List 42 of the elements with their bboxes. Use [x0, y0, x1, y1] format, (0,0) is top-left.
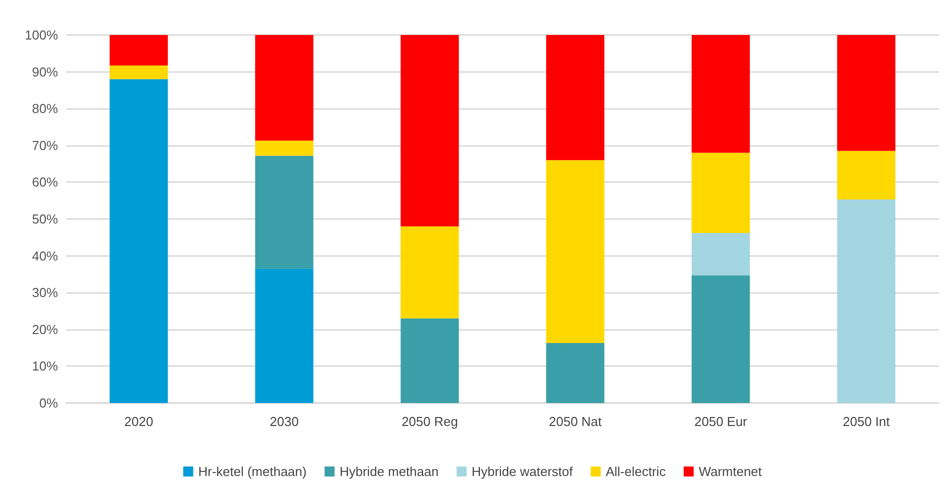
y-tick-label: 20% — [32, 322, 58, 337]
bar — [546, 35, 604, 160]
y-tick-label: 80% — [32, 101, 58, 116]
bar — [837, 150, 896, 200]
x-tick-label: 2050 Reg — [402, 414, 458, 429]
bar — [692, 275, 750, 403]
y-tick-label: 0% — [39, 396, 58, 410]
y-tick-label: 60% — [32, 174, 58, 190]
y-tick-label: 90% — [32, 64, 58, 80]
legend-label: Hybride waterstof — [472, 464, 574, 479]
legend-label: All-electric — [606, 464, 666, 479]
x-tick-label: 2050 Eur — [694, 414, 748, 429]
bar — [110, 35, 168, 66]
bar — [546, 343, 604, 403]
legend-label: Warmtenet — [698, 464, 762, 479]
bar — [692, 152, 750, 233]
bar — [400, 318, 459, 403]
legend-label: Hr-ketel (methaan) — [198, 464, 307, 479]
x-tick-label: 2050 Nat — [548, 414, 602, 429]
bar — [837, 35, 896, 151]
x-tick-label: 2030 — [270, 414, 299, 429]
bar — [255, 156, 314, 269]
bar — [255, 268, 314, 403]
y-tick-label: 50% — [32, 212, 58, 226]
bar — [400, 226, 459, 318]
y-tick-label: 40% — [32, 248, 58, 264]
y-tick-label: 10% — [32, 358, 58, 374]
y-tick-label: 100% — [24, 28, 58, 42]
bar — [400, 35, 459, 226]
bar — [255, 140, 314, 156]
y-tick-label: 30% — [32, 285, 58, 300]
bar — [110, 66, 168, 80]
bar — [837, 199, 896, 403]
bar — [255, 35, 314, 141]
legend-label: Hybride methaan — [340, 464, 439, 479]
bar — [692, 35, 750, 153]
y-tick-label: 70% — [32, 138, 58, 153]
bar — [546, 160, 604, 344]
bar — [110, 79, 168, 403]
x-tick-label: 2050 Int — [842, 414, 890, 429]
x-tick-label: 2020 — [124, 414, 154, 429]
bar — [692, 232, 750, 276]
